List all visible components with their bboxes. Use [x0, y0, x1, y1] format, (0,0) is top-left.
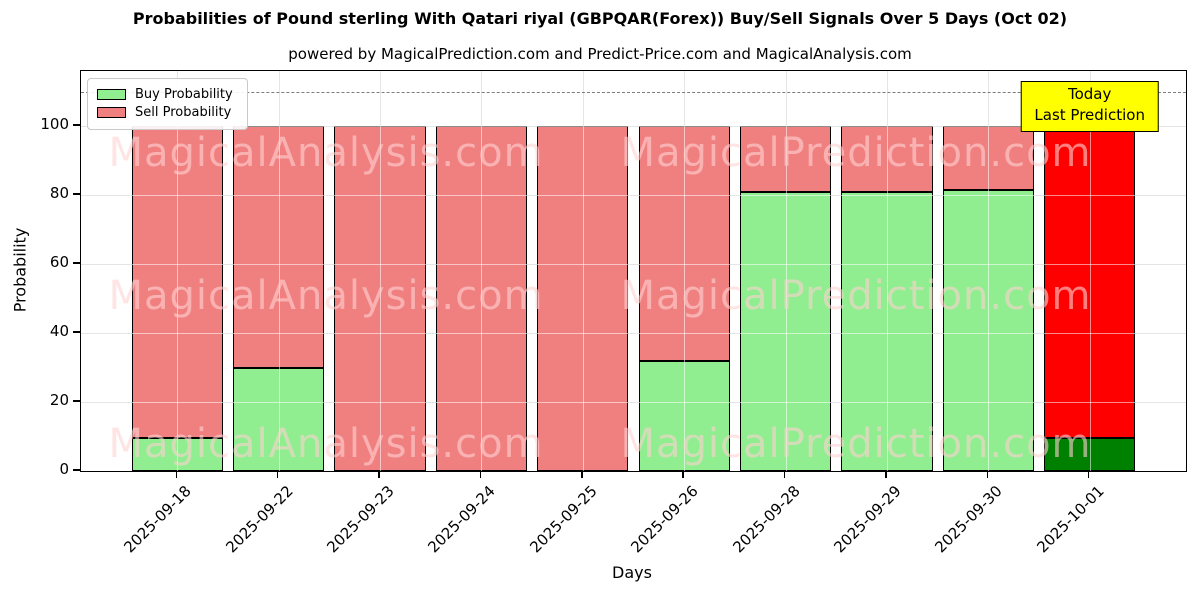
x-tick-label: 2025-09-22 — [222, 482, 297, 557]
sell-segment — [739, 126, 832, 192]
x-tick-label: 2025-09-30 — [931, 482, 1007, 557]
bar-2025-09-28 — [739, 126, 832, 471]
gridline-v-overlay — [278, 71, 280, 471]
gridline-h-overlay — [81, 126, 1186, 128]
threshold-dashed-line — [81, 91, 1186, 93]
buy-segment — [739, 191, 832, 471]
y-tick-label: 20 — [49, 391, 69, 410]
y-tick-mark — [73, 124, 80, 126]
watermark-text: MagicalAnalysis.com — [108, 130, 544, 176]
plot-area: MagicalAnalysis.com MagicalPrediction.com… — [80, 70, 1187, 472]
legend: Buy Probability Sell Probability — [87, 78, 248, 130]
x-tick-label: 2025-10-01 — [1033, 482, 1108, 557]
x-tick-label: 2025-09-24 — [424, 482, 500, 557]
legend-swatch-sell — [97, 107, 126, 118]
bar-2025-09-26 — [638, 126, 730, 471]
x-tick-mark — [378, 471, 380, 478]
x-tick-mark — [682, 471, 684, 478]
y-tick-mark — [73, 193, 80, 195]
chart-subtitle: powered by MagicalPrediction.com and Pre… — [288, 45, 912, 63]
watermark-text: MagicalAnalysis.com — [108, 421, 544, 467]
y-tick-label: 40 — [49, 322, 69, 341]
buy-segment — [942, 189, 1034, 471]
gridline-h-overlay — [81, 333, 1186, 335]
gridline-v-overlay — [1089, 71, 1091, 471]
gridline-h-overlay — [81, 264, 1186, 266]
sell-segment — [638, 126, 730, 361]
x-tick-label: 2025-09-23 — [323, 482, 398, 557]
x-tick-mark — [175, 471, 178, 478]
today-annotation-line1: Today — [1067, 85, 1112, 103]
legend-item-buy: Buy Probability — [97, 87, 233, 102]
today-annotation-line2: Last Prediction — [1034, 106, 1145, 125]
x-tick-mark — [479, 471, 482, 478]
x-tick-mark — [885, 471, 887, 478]
x-tick-label: 2025-09-18 — [120, 482, 196, 557]
watermark-text: MagicalPrediction.com — [620, 421, 1092, 467]
sell-segment — [841, 126, 933, 192]
legend-label-buy: Buy Probability — [135, 87, 233, 102]
bar-2025-09-30 — [942, 126, 1034, 471]
legend-swatch-buy — [97, 89, 126, 100]
y-tick-label: 0 — [59, 460, 69, 478]
y-tick-label: 80 — [49, 184, 69, 203]
x-tick-mark — [1087, 471, 1090, 478]
watermark-text: MagicalAnalysis.com — [108, 273, 544, 319]
gridline-v-overlay — [988, 71, 990, 471]
bar-2025-10-01 — [1044, 126, 1136, 471]
x-tick-label: 2025-09-29 — [830, 482, 905, 557]
gridline-v-overlay — [380, 71, 382, 471]
gridline-v-overlay — [785, 71, 787, 471]
x-axis-label: Days — [612, 563, 652, 582]
x-tick-label: 2025-09-28 — [728, 482, 804, 557]
y-tick-label: 60 — [49, 253, 69, 272]
gridline-h-overlay — [81, 402, 1186, 404]
bars-layer — [81, 71, 1186, 471]
buy-segment — [1044, 438, 1136, 471]
y-tick-mark — [73, 331, 80, 333]
y-tick-label: 100 — [40, 115, 69, 134]
gridline-h-overlay — [81, 195, 1186, 197]
legend-item-sell: Sell Probability — [97, 105, 233, 120]
gridlines-overlay-layer — [81, 71, 1186, 471]
sell-segment — [1044, 126, 1136, 439]
y-axis-label: Probability — [10, 227, 30, 313]
x-tick-label: 2025-09-25 — [526, 482, 601, 557]
gridline-v-overlay — [582, 71, 584, 471]
chart-title: Probabilities of Pound sterling With Qat… — [132, 9, 1068, 28]
buy-segment — [841, 191, 933, 471]
bar-2025-09-29 — [841, 126, 933, 471]
legend-label-sell: Sell Probability — [135, 105, 232, 120]
y-tick-mark — [73, 262, 80, 264]
watermark-text: MagicalPrediction.com — [620, 273, 1092, 319]
gridline-v-overlay — [886, 71, 888, 471]
today-annotation-box: Today Last Prediction — [1020, 81, 1159, 132]
buy-segment — [638, 360, 730, 471]
gridline-v-overlay — [177, 71, 179, 471]
x-tick-label: 2025-09-26 — [627, 482, 702, 557]
gridline-v-overlay — [481, 71, 483, 471]
gridline-v-overlay — [684, 71, 686, 471]
y-tick-mark — [73, 400, 80, 402]
y-tick-mark — [73, 469, 80, 471]
x-tick-mark — [986, 471, 989, 478]
x-tick-mark — [276, 471, 279, 478]
watermark-text: MagicalPrediction.com — [620, 130, 1092, 176]
x-tick-mark — [783, 471, 786, 478]
sell-segment — [942, 126, 1034, 190]
x-tick-mark — [581, 471, 583, 478]
